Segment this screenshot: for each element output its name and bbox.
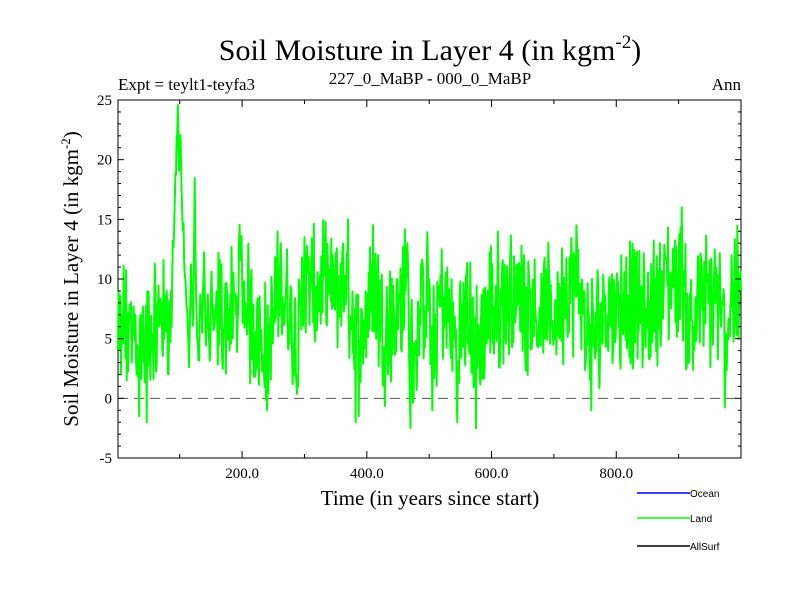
x-tick-label: 200.0 [225,466,259,482]
season-label: Ann [712,75,742,94]
x-tick-label: 800.0 [599,466,633,482]
y-tick-label: 25 [97,93,112,109]
y-axis-title-superscript: -2 [58,138,73,149]
y-tick-label: 0 [105,391,113,407]
y-axis-title: Soil Moisture in Layer 4 (in kgm-2) [58,131,83,426]
legend-label: Ocean [690,489,719,500]
experiment-label: Expt = teylt1-teyfa3 [118,75,255,94]
y-tick-label: 10 [97,272,112,288]
y-tick-label: -5 [100,451,113,467]
y-axis-title-main: Soil Moisture in Layer 4 (in kgm [59,149,83,427]
y-tick-label: 15 [97,212,112,228]
legend-label: AllSurf [690,542,720,553]
legend-label: Land [690,514,712,525]
chart-title-suffix: ) [631,34,641,67]
x-tick-label: 400.0 [350,466,384,482]
legend: Ocean Land AllSurf [637,489,720,553]
y-tick-label: 5 [105,332,113,348]
chart-title: Soil Moisture in Layer 4 (in kgm-2) [219,32,641,67]
x-axis-title: Time (in years since start) [321,486,540,510]
y-axis-title-suffix: ) [59,131,83,138]
x-tick-label: 600.0 [475,466,509,482]
y-tick-label: 20 [97,153,112,169]
x-axis: 200.0 400.0 600.0 800.0 [179,100,680,482]
y-axis: -5 0 5 10 15 20 25 [97,93,741,467]
chart-title-superscript: -2 [615,32,631,53]
period-label: 227_0_MaBP - 000_0_MaBP [329,69,531,88]
series-land-line [117,103,742,430]
chart-title-main: Soil Moisture in Layer 4 (in kgm [219,34,616,67]
